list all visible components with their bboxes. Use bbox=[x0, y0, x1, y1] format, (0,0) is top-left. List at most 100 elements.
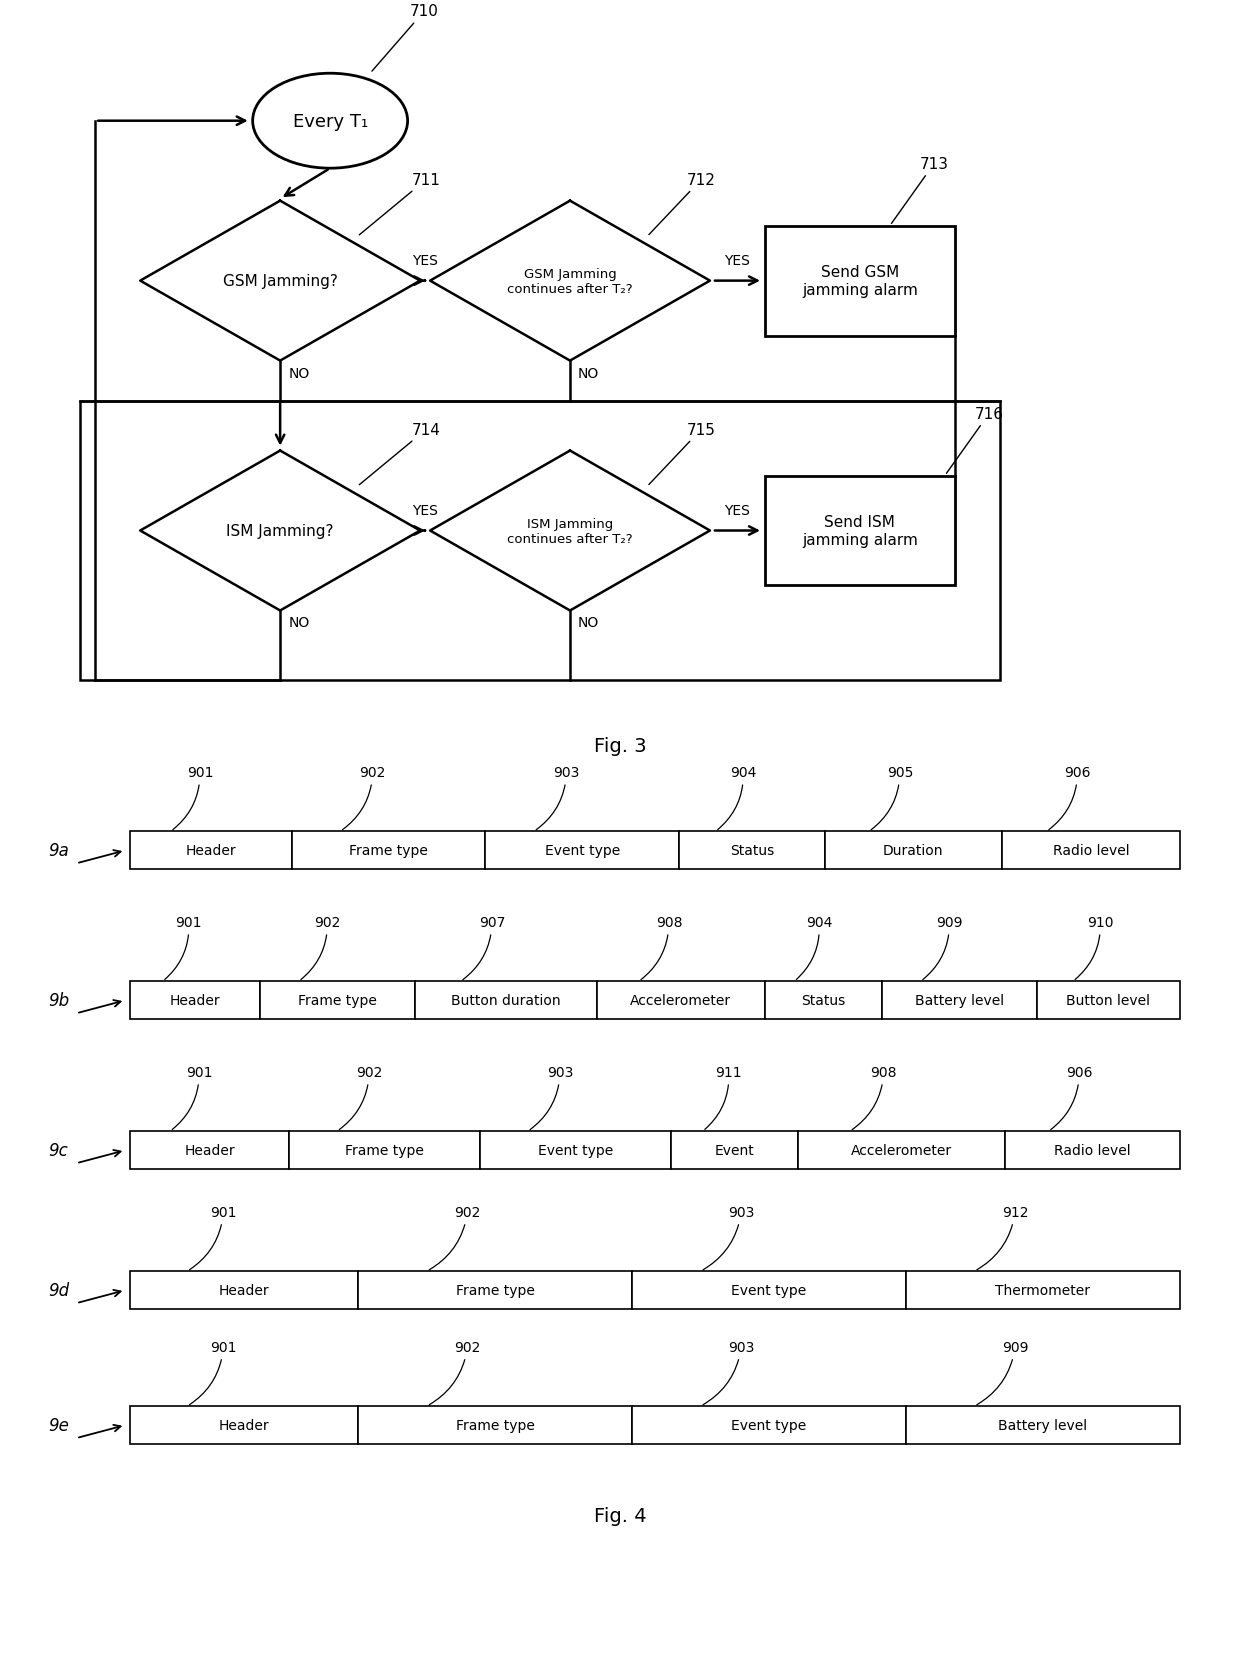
Bar bbox=[882, 981, 1037, 1020]
Text: 908: 908 bbox=[641, 916, 682, 979]
Bar bbox=[765, 981, 882, 1020]
Text: 901: 901 bbox=[190, 1206, 237, 1270]
Polygon shape bbox=[430, 452, 711, 612]
Text: 912: 912 bbox=[977, 1206, 1028, 1270]
Bar bbox=[130, 832, 291, 870]
Bar bbox=[415, 981, 596, 1020]
Text: 902: 902 bbox=[301, 916, 341, 979]
Text: Button duration: Button duration bbox=[451, 993, 560, 1008]
Text: 901: 901 bbox=[190, 1341, 237, 1404]
Text: Event type: Event type bbox=[732, 1284, 807, 1297]
Bar bbox=[289, 1132, 480, 1169]
Text: NO: NO bbox=[288, 617, 310, 630]
Bar bbox=[130, 981, 260, 1020]
Text: 902: 902 bbox=[429, 1341, 481, 1404]
Text: Header: Header bbox=[219, 1284, 269, 1297]
Text: YES: YES bbox=[724, 504, 750, 517]
Text: ISM Jamming?: ISM Jamming? bbox=[227, 524, 334, 539]
Text: Status: Status bbox=[801, 993, 846, 1008]
Text: 909: 909 bbox=[923, 916, 962, 979]
Text: Battery level: Battery level bbox=[915, 993, 1004, 1008]
Text: 904: 904 bbox=[718, 766, 756, 830]
Text: Frame type: Frame type bbox=[345, 1144, 424, 1158]
Bar bbox=[632, 1406, 906, 1445]
Text: 910: 910 bbox=[1075, 916, 1114, 979]
Text: Frame type: Frame type bbox=[298, 993, 377, 1008]
Bar bbox=[480, 1132, 671, 1169]
Text: 902: 902 bbox=[342, 766, 386, 830]
Text: 716: 716 bbox=[946, 407, 1004, 474]
Bar bbox=[1004, 1132, 1179, 1169]
Text: Event type: Event type bbox=[538, 1144, 613, 1158]
Bar bbox=[130, 1132, 289, 1169]
Text: 902: 902 bbox=[429, 1206, 481, 1270]
Text: 711: 711 bbox=[360, 173, 441, 235]
Text: 907: 907 bbox=[463, 916, 505, 979]
Text: YES: YES bbox=[724, 254, 750, 267]
Text: Send GSM
jamming alarm: Send GSM jamming alarm bbox=[802, 265, 918, 297]
Text: Frame type: Frame type bbox=[350, 843, 428, 858]
Text: NO: NO bbox=[578, 617, 599, 630]
Bar bbox=[485, 832, 680, 870]
Text: 715: 715 bbox=[649, 422, 715, 486]
Bar bbox=[765, 227, 955, 336]
Bar bbox=[358, 1406, 632, 1445]
Text: 901: 901 bbox=[165, 916, 202, 979]
Text: Header: Header bbox=[170, 993, 221, 1008]
Text: Event type: Event type bbox=[544, 843, 620, 858]
Text: Header: Header bbox=[185, 1144, 236, 1158]
Text: ISM Jamming
continues after T₂?: ISM Jamming continues after T₂? bbox=[507, 517, 632, 546]
Text: 9a: 9a bbox=[48, 842, 69, 860]
Text: 9d: 9d bbox=[48, 1282, 69, 1299]
Text: NO: NO bbox=[578, 366, 599, 380]
Text: 905: 905 bbox=[872, 766, 913, 830]
Bar bbox=[799, 1132, 1004, 1169]
Text: Radio level: Radio level bbox=[1053, 843, 1130, 858]
Text: GSM Jamming
continues after T₂?: GSM Jamming continues after T₂? bbox=[507, 267, 632, 296]
Text: Frame type: Frame type bbox=[456, 1418, 534, 1433]
Text: 9b: 9b bbox=[48, 991, 69, 1010]
Bar bbox=[825, 832, 1002, 870]
Text: 712: 712 bbox=[649, 173, 715, 235]
Text: 903: 903 bbox=[529, 1065, 573, 1131]
Text: Thermometer: Thermometer bbox=[996, 1284, 1090, 1297]
Bar bbox=[1002, 832, 1179, 870]
Bar bbox=[358, 1272, 632, 1309]
Bar bbox=[291, 832, 485, 870]
Text: 714: 714 bbox=[360, 422, 441, 486]
Text: Fig. 3: Fig. 3 bbox=[594, 736, 646, 756]
Text: 906: 906 bbox=[1050, 1065, 1092, 1131]
Text: 906: 906 bbox=[1049, 766, 1091, 830]
Text: 903: 903 bbox=[703, 1341, 754, 1404]
Text: GSM Jamming?: GSM Jamming? bbox=[223, 274, 337, 289]
Text: NO: NO bbox=[288, 366, 310, 380]
Text: Send ISM
jamming alarm: Send ISM jamming alarm bbox=[802, 516, 918, 548]
Text: Frame type: Frame type bbox=[456, 1284, 534, 1297]
Text: Accelerometer: Accelerometer bbox=[851, 1144, 952, 1158]
Text: 911: 911 bbox=[704, 1065, 742, 1129]
Bar bbox=[130, 1272, 358, 1309]
Text: Status: Status bbox=[729, 843, 774, 858]
Text: 9c: 9c bbox=[48, 1141, 68, 1159]
Bar bbox=[130, 1406, 358, 1445]
Text: 901: 901 bbox=[172, 1065, 212, 1131]
Text: Accelerometer: Accelerometer bbox=[630, 993, 732, 1008]
Bar bbox=[632, 1272, 906, 1309]
Text: 902: 902 bbox=[340, 1065, 382, 1131]
Bar bbox=[906, 1406, 1179, 1445]
Bar bbox=[906, 1272, 1179, 1309]
Text: 908: 908 bbox=[852, 1065, 897, 1131]
Text: YES: YES bbox=[412, 504, 438, 517]
Text: Fig. 4: Fig. 4 bbox=[594, 1505, 646, 1525]
Polygon shape bbox=[430, 202, 711, 361]
Text: 904: 904 bbox=[796, 916, 832, 979]
Bar bbox=[260, 981, 415, 1020]
Text: Battery level: Battery level bbox=[998, 1418, 1087, 1433]
Text: Event type: Event type bbox=[732, 1418, 807, 1433]
Text: 909: 909 bbox=[977, 1341, 1028, 1404]
Bar bbox=[81, 402, 999, 680]
Text: Button level: Button level bbox=[1066, 993, 1151, 1008]
Bar bbox=[671, 1132, 799, 1169]
Text: 901: 901 bbox=[172, 766, 213, 830]
Bar bbox=[1037, 981, 1179, 1020]
